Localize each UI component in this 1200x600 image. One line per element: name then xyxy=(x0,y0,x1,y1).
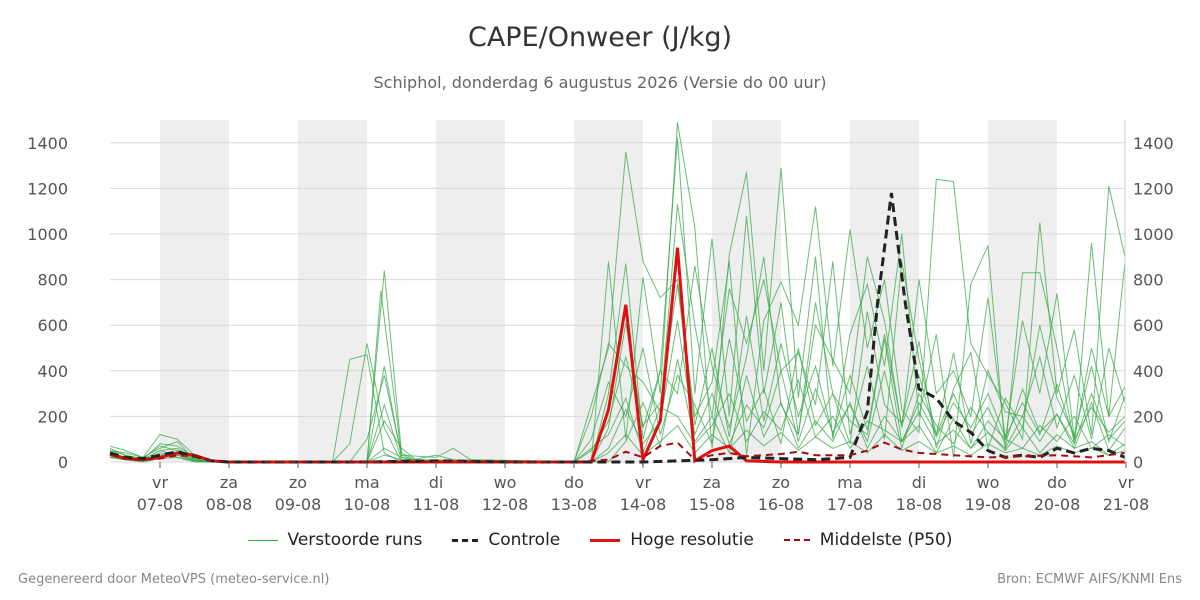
legend-swatch-p50 xyxy=(783,539,810,541)
x-tick-day-8: za xyxy=(703,473,721,492)
x-tick-day-5: wo xyxy=(494,473,517,492)
x-tick-day-0: vr xyxy=(152,473,168,492)
x-tick-date-5: 12-08 xyxy=(482,495,529,514)
shaded-band-5 xyxy=(850,120,919,462)
x-tick-day-11: di xyxy=(912,473,927,492)
x-tick-day-7: vr xyxy=(635,473,651,492)
y-tick-right-0: 0 xyxy=(1133,453,1143,472)
x-tick-date-1: 08-08 xyxy=(206,495,253,514)
ensemble-run-9 xyxy=(109,359,1126,463)
shaded-band-1 xyxy=(298,120,367,462)
legend-item-control: Controle xyxy=(452,530,560,550)
x-tick-day-9: zo xyxy=(772,473,790,492)
legend-label-p50: Middelste (P50) xyxy=(819,530,953,550)
x-tick-day-3: ma xyxy=(354,473,379,492)
x-tick-date-4: 11-08 xyxy=(413,495,460,514)
y-tick-left-800: 800 xyxy=(37,271,68,290)
x-tick-day-6: do xyxy=(564,473,584,492)
ensemble-run-2 xyxy=(109,138,1126,463)
x-tick-date-6: 13-08 xyxy=(551,495,598,514)
x-tick-date-0: 07-08 xyxy=(137,495,184,514)
axes: 0 0 200 200 400 400 600 600 800 800 1000 1000 1200 12… xyxy=(27,120,1174,514)
x-tick-date-11: 18-08 xyxy=(896,495,943,514)
y-tick-right-1200: 1200 xyxy=(1133,179,1174,198)
x-tick-day-12: wo xyxy=(977,473,1000,492)
x-tick-date-9: 16-08 xyxy=(758,495,805,514)
shaded-band-0 xyxy=(160,120,229,462)
x-tick-date-3: 10-08 xyxy=(344,495,391,514)
series-line-0 xyxy=(109,247,1125,466)
ensemble-run-8 xyxy=(109,338,1126,463)
legend-label-members: Verstoorde runs xyxy=(287,530,423,550)
legend-label-control: Controle xyxy=(488,530,561,550)
x-tick-date-7: 14-08 xyxy=(620,495,667,514)
y-tick-left-1400: 1400 xyxy=(27,134,68,153)
legend-swatch-members xyxy=(247,539,278,541)
shaded-band-6 xyxy=(988,120,1057,462)
ensemble-run-0 xyxy=(109,151,1126,463)
legend-item-members: Verstoorde runs xyxy=(247,530,423,550)
x-tick-date-10: 17-08 xyxy=(827,495,874,514)
x-tick-day-13: do xyxy=(1047,473,1067,492)
shaded-band-2 xyxy=(436,120,505,462)
y-tick-right-1000: 1000 xyxy=(1133,225,1174,244)
y-tick-right-600: 600 xyxy=(1133,316,1164,335)
chart-title: CAPE/Onweer (J/kg) xyxy=(467,22,732,53)
legend-item-hres: Hoge resolutie xyxy=(590,530,754,550)
footer-generated-by: Gegenereerd door MeteoVPS (meteo-service… xyxy=(18,572,330,587)
series-line-2 xyxy=(109,441,1126,463)
x-tick-date-13: 20-08 xyxy=(1034,495,1081,514)
x-tick-day-4: di xyxy=(429,473,444,492)
legend-swatch-control xyxy=(452,538,479,542)
x-tick-date-8: 15-08 xyxy=(689,495,736,514)
legend-item-p50: Middelste (P50) xyxy=(783,530,953,550)
y-tick-left-0: 0 xyxy=(58,453,68,472)
y-tick-right-400: 400 xyxy=(1133,362,1164,381)
legend-swatch-hres xyxy=(590,538,621,542)
x-tick-day-1: za xyxy=(220,473,238,492)
ensemble-run-3 xyxy=(109,204,1126,463)
ensemble-run-6 xyxy=(109,378,1126,463)
chart-subtitle: Schiphol, donderdag 6 augustus 2026 (Ver… xyxy=(373,73,827,92)
main-series xyxy=(109,192,1126,466)
series-line-1 xyxy=(109,192,1126,464)
y-tick-left-1000: 1000 xyxy=(27,225,68,244)
y-tick-left-1200: 1200 xyxy=(27,179,68,198)
y-tick-right-800: 800 xyxy=(1133,271,1164,290)
x-tick-date-12: 19-08 xyxy=(965,495,1012,514)
footer-source: Bron: ECMWF AIFS/KNMI Ens xyxy=(997,572,1182,587)
y-tick-right-200: 200 xyxy=(1133,407,1164,426)
y-tick-left-200: 200 xyxy=(37,407,68,426)
legend: Verstoorde runs Controle Hoge resolutie … xyxy=(0,530,1200,550)
legend-label-hres: Hoge resolutie xyxy=(630,530,754,550)
y-tick-right-1400: 1400 xyxy=(1133,134,1174,153)
y-tick-left-600: 600 xyxy=(37,316,68,335)
y-tick-left-400: 400 xyxy=(37,362,68,381)
x-tick-date-2: 09-08 xyxy=(275,495,322,514)
x-tick-date-14: 21-08 xyxy=(1103,495,1150,514)
x-tick-day-10: ma xyxy=(837,473,862,492)
x-tick-day-2: zo xyxy=(289,473,307,492)
x-tick-day-14: vr xyxy=(1118,473,1134,492)
